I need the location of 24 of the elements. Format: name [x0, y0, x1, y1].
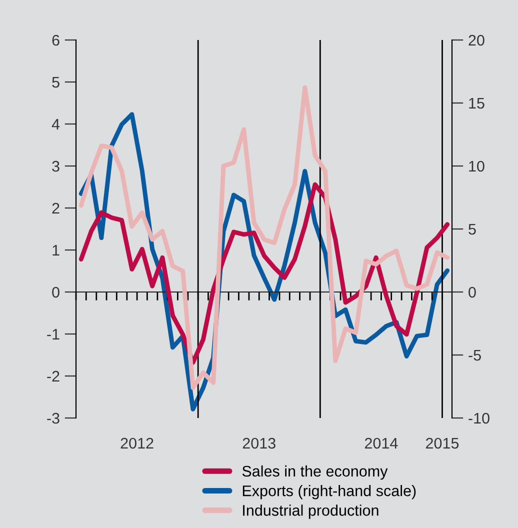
x-tick-label: 2015: [426, 438, 459, 449]
x-tick-label: 2012: [120, 438, 154, 449]
y2-tick-label: -5: [468, 350, 481, 361]
y2-tick-label: 0: [468, 286, 476, 298]
y-tick-label: 3: [52, 160, 60, 172]
y2-tick-label: 20: [468, 34, 484, 46]
y-tick-label: 6: [52, 34, 60, 46]
y-tick-label: 1: [52, 245, 60, 256]
x-tick-label: 2013: [242, 438, 276, 449]
legend-label: Industrial production: [243, 504, 378, 519]
y2-tick-label: 5: [468, 224, 476, 235]
y-tick-label: 2: [52, 202, 60, 214]
y-tick-label: -1: [47, 329, 60, 340]
y2-tick-label: 15: [469, 98, 484, 109]
legend-label: Exports (right-hand scale): [242, 485, 416, 500]
y-tick-label: 5: [52, 77, 60, 88]
y2-tick-label: -10: [468, 412, 490, 424]
legend-label: Sales in the economy: [242, 465, 388, 480]
y-tick-label: 0: [52, 286, 60, 298]
x-tick-label: 2014: [364, 438, 398, 449]
y2-tick-label: 10: [469, 160, 484, 172]
y-tick-label: 4: [52, 119, 60, 130]
y-tick-label: -3: [47, 412, 60, 424]
y-tick-label: -2: [47, 370, 60, 382]
